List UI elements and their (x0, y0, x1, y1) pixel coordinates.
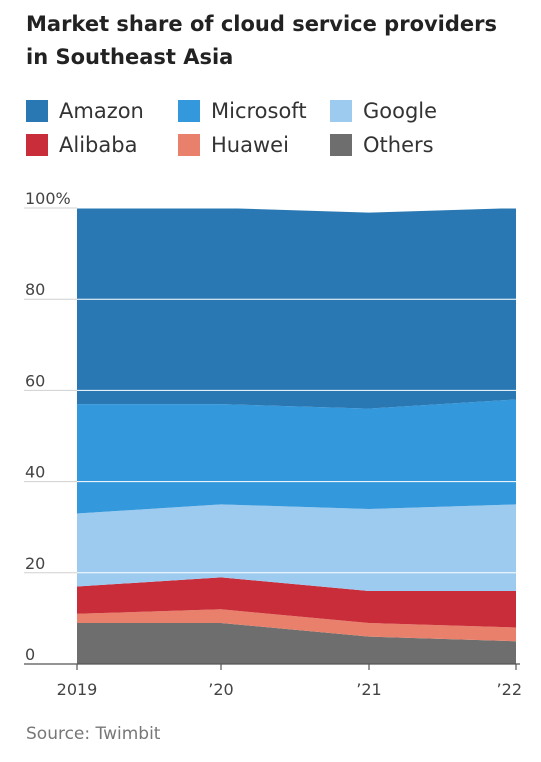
legend-item-alibaba: Alibaba (26, 130, 137, 160)
area-microsoft (77, 399, 516, 514)
y-tick-label-80: 80 (25, 280, 45, 299)
y-tick-label-100: 100% (25, 189, 71, 208)
legend-label-huawei: Huawei (211, 133, 289, 157)
x-tick-label-0: 2019 (57, 680, 98, 699)
x-tick-label-2: ’21 (356, 680, 381, 699)
stacked-area-chart: 0 20 40 60 80 100% 2019 ’20 ’21 ’22 (24, 189, 522, 699)
x-tick-label-3: ’22 (497, 680, 522, 699)
legend-item-others: Others (330, 130, 434, 160)
y-tick-label-0: 0 (25, 645, 35, 664)
legend-item-huawei: Huawei (178, 130, 289, 160)
source-note: Source: Twimbit (26, 724, 161, 744)
legend-label-others: Others (363, 133, 434, 157)
chart-title: Market share of cloud service providers … (26, 12, 498, 69)
legend-swatch-amazon (26, 100, 48, 122)
legend-item-microsoft: Microsoft (178, 96, 307, 126)
area-huawei (77, 609, 516, 642)
y-tick-label-20: 20 (25, 554, 45, 573)
legend-label-google: Google (363, 99, 438, 123)
legend-swatch-microsoft (178, 100, 200, 122)
area-others (77, 623, 516, 664)
y-tick-label-40: 40 (25, 463, 45, 482)
legend-item-amazon: Amazon (26, 96, 144, 126)
legend-item-google: Google (330, 96, 437, 126)
legend-swatch-google (330, 100, 352, 122)
area-alibaba (77, 577, 516, 628)
area-amazon (77, 208, 516, 409)
y-tick-label-60: 60 (25, 371, 45, 390)
chart-legend: Amazon Microsoft Google Alibaba Huawei O… (26, 96, 526, 162)
x-tick-label-1: ’20 (208, 680, 233, 699)
legend-label-microsoft: Microsoft (211, 99, 307, 123)
legend-label-alibaba: Alibaba (59, 133, 138, 157)
area-google (77, 504, 516, 591)
legend-label-amazon: Amazon (59, 99, 144, 123)
legend-swatch-huawei (178, 134, 200, 156)
legend-swatch-alibaba (26, 134, 48, 156)
legend-swatch-others (330, 134, 352, 156)
